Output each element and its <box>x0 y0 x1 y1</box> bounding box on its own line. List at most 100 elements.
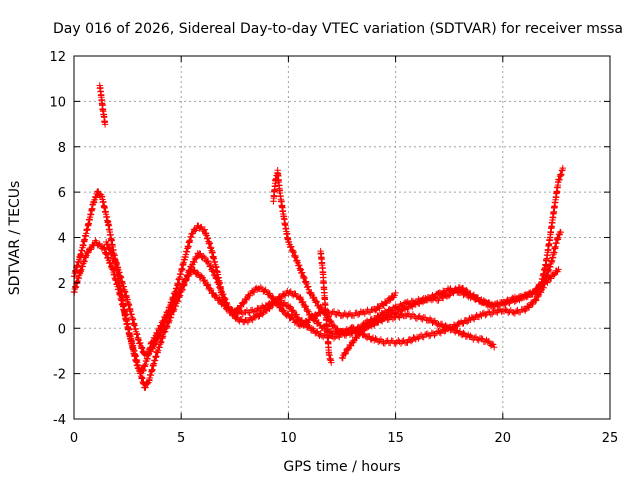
data-point <box>244 311 247 313</box>
data-point <box>384 341 386 343</box>
data-point <box>330 323 332 325</box>
data-point <box>491 311 493 313</box>
data-point <box>309 291 311 293</box>
data-point <box>298 318 300 320</box>
data-point <box>120 298 122 300</box>
data-point <box>105 241 107 243</box>
data-point <box>99 84 101 87</box>
data-point <box>487 341 489 343</box>
data-point <box>191 268 193 270</box>
data-point <box>255 316 257 318</box>
data-point <box>287 291 289 293</box>
data-point <box>210 248 212 250</box>
data-point <box>395 311 397 313</box>
data-point <box>545 264 547 266</box>
data-point <box>150 350 152 352</box>
data-point <box>416 300 418 302</box>
data-point <box>206 259 208 261</box>
data-point <box>534 300 536 302</box>
data-point <box>540 282 542 284</box>
y-axis-ticks: -4 -2 0 2 4 6 8 10 12 <box>49 50 610 428</box>
data-point <box>523 295 525 298</box>
y-tick-label: 10 <box>49 95 66 110</box>
y-tick-label: 2 <box>58 277 66 292</box>
data-point <box>287 304 289 307</box>
data-point <box>142 370 144 372</box>
data-point <box>427 298 429 300</box>
data-point <box>266 304 268 307</box>
data-point <box>523 309 525 311</box>
data-point <box>512 298 515 300</box>
data-point <box>341 314 343 316</box>
data-point <box>341 357 343 359</box>
data-point <box>101 196 103 198</box>
data-point <box>184 255 187 257</box>
data-point <box>416 316 418 318</box>
data-point <box>159 332 161 334</box>
data-point <box>94 241 97 243</box>
data-point <box>79 270 82 273</box>
data-point <box>337 329 339 332</box>
data-point <box>100 91 102 93</box>
y-axis-label: SDTVAR / TECUs <box>7 181 23 296</box>
data-point <box>319 334 322 336</box>
data-point <box>287 241 289 243</box>
data-point <box>480 314 482 316</box>
data-point <box>236 318 238 320</box>
data-points <box>70 82 566 391</box>
data-point <box>309 318 311 320</box>
data-point <box>555 241 558 243</box>
data-point <box>223 304 225 307</box>
data-point <box>137 338 139 341</box>
data-point <box>416 336 418 338</box>
data-point <box>459 291 461 293</box>
data-point <box>341 334 343 336</box>
data-point <box>491 304 493 307</box>
data-point <box>459 332 461 334</box>
data-point <box>146 359 148 361</box>
data-point <box>480 338 482 341</box>
data-point <box>214 275 217 277</box>
data-point <box>405 302 407 304</box>
data-point <box>551 275 553 277</box>
data-point <box>116 264 118 266</box>
data-point <box>167 309 169 311</box>
data-point <box>144 386 146 388</box>
data-point <box>298 295 300 298</box>
data-point <box>96 191 99 193</box>
data-point <box>448 293 450 295</box>
data-point <box>405 341 407 343</box>
y-tick-label: -2 <box>53 368 66 383</box>
data-point <box>274 180 277 182</box>
data-point <box>470 336 472 338</box>
x-tick-label: 25 <box>602 431 619 446</box>
data-point <box>459 286 461 289</box>
data-point <box>324 300 326 302</box>
data-point <box>317 304 320 307</box>
data-point <box>362 311 365 313</box>
data-point <box>470 293 472 295</box>
data-point <box>221 291 223 293</box>
data-point <box>384 318 386 320</box>
data-point <box>180 286 182 289</box>
data-point <box>103 248 105 250</box>
data-point <box>102 109 104 112</box>
data-point <box>309 327 311 329</box>
data-point <box>234 311 236 313</box>
y-tick-label: 12 <box>49 50 66 65</box>
data-point <box>176 286 178 289</box>
data-point <box>437 323 440 325</box>
chart-title: Day 016 of 2026, Sidereal Day-to-day VTE… <box>53 21 623 37</box>
data-point <box>352 329 354 332</box>
data-point <box>448 289 450 291</box>
data-point <box>395 307 397 309</box>
data-point <box>437 298 440 300</box>
data-point <box>362 327 365 329</box>
data-point <box>107 223 109 225</box>
data-point <box>283 218 285 220</box>
data-point <box>405 314 407 316</box>
data-point <box>480 300 482 302</box>
data-point <box>343 332 345 334</box>
data-point <box>557 180 560 182</box>
data-point <box>395 316 397 318</box>
